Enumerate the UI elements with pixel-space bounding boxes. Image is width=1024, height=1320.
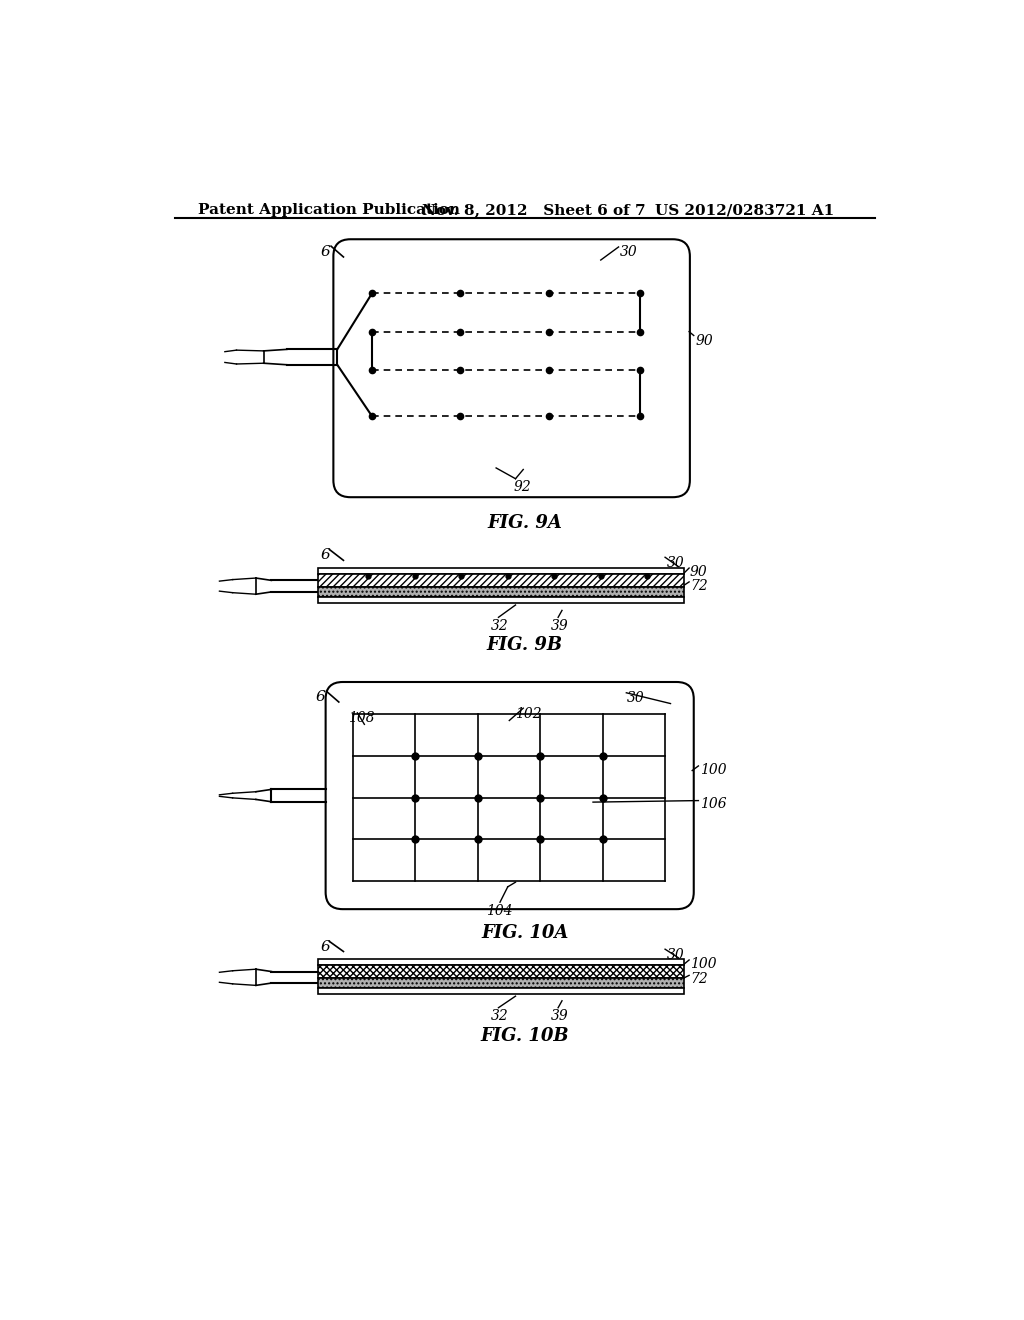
Text: 108: 108 bbox=[348, 711, 375, 725]
Text: 30: 30 bbox=[621, 246, 638, 260]
Text: 6: 6 bbox=[321, 548, 330, 562]
Bar bbox=[317, 574, 684, 586]
Text: 100: 100 bbox=[690, 957, 717, 972]
Text: 92: 92 bbox=[514, 480, 531, 494]
Text: Patent Application Publication: Patent Application Publication bbox=[198, 203, 460, 216]
Text: US 2012/0283721 A1: US 2012/0283721 A1 bbox=[655, 203, 835, 216]
Text: FIG. 10B: FIG. 10B bbox=[480, 1027, 569, 1045]
Text: 30: 30 bbox=[667, 556, 684, 570]
Text: 30: 30 bbox=[667, 948, 684, 962]
Text: 6: 6 bbox=[321, 940, 330, 954]
Text: 100: 100 bbox=[700, 763, 727, 777]
Bar bbox=[317, 965, 684, 978]
Text: 90: 90 bbox=[690, 565, 708, 579]
Text: 72: 72 bbox=[690, 973, 708, 986]
Text: 106: 106 bbox=[700, 797, 727, 812]
Bar bbox=[317, 597, 684, 603]
Bar bbox=[317, 568, 684, 574]
Text: 32: 32 bbox=[490, 619, 509, 632]
Text: 72: 72 bbox=[690, 579, 708, 593]
Text: 39: 39 bbox=[550, 1010, 568, 1023]
Text: Nov. 8, 2012   Sheet 6 of 7: Nov. 8, 2012 Sheet 6 of 7 bbox=[423, 203, 646, 216]
Bar bbox=[317, 586, 684, 598]
Bar bbox=[317, 978, 684, 989]
Text: 39: 39 bbox=[550, 619, 568, 632]
Bar bbox=[317, 960, 684, 965]
Text: 6: 6 bbox=[321, 244, 330, 259]
Text: 32: 32 bbox=[490, 1010, 509, 1023]
Text: 30: 30 bbox=[627, 692, 645, 705]
Text: 104: 104 bbox=[486, 904, 513, 917]
Bar bbox=[317, 989, 684, 994]
Text: FIG. 9B: FIG. 9B bbox=[486, 636, 563, 653]
Text: 102: 102 bbox=[515, 706, 542, 721]
Text: FIG. 10A: FIG. 10A bbox=[481, 924, 568, 941]
FancyBboxPatch shape bbox=[334, 239, 690, 498]
Text: FIG. 9A: FIG. 9A bbox=[487, 515, 562, 532]
Text: 90: 90 bbox=[695, 334, 713, 348]
Text: 6: 6 bbox=[315, 689, 326, 704]
FancyBboxPatch shape bbox=[326, 682, 693, 909]
